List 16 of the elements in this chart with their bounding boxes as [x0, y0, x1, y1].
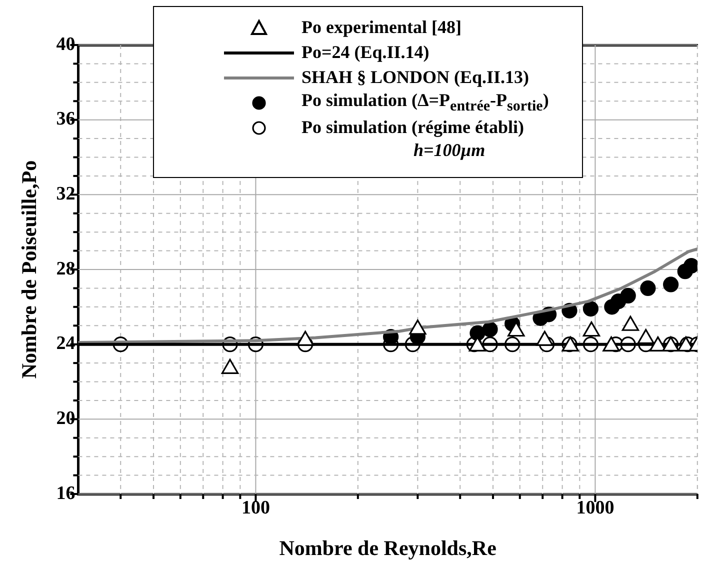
legend-label: SHAH § LONDON (Eq.II.13)	[302, 67, 530, 88]
annotation: h=100µm	[414, 140, 486, 162]
y-tick-label: 36	[56, 108, 76, 130]
legend-label: Po simulation (régime établi)	[302, 117, 524, 138]
legend-label: Po=24 (Eq.II.14)	[302, 42, 430, 63]
y-axis-title: Nombre de Poiseuille,Po	[17, 160, 42, 379]
y-tick-label: 24	[56, 333, 76, 354]
legend-label: Po simulation (Δ=P$_{entrée}$-P$_{sortie}$)	[302, 90, 549, 116]
y-tick-label: 32	[56, 184, 76, 205]
y-tick-label: 20	[56, 408, 76, 430]
y-tick-label: 40	[56, 34, 76, 55]
x-axis-title: Nombre de Reynolds,Re	[279, 536, 496, 560]
legend-label: Po experimental [48]	[302, 17, 462, 38]
x-tick-label: 1000	[576, 497, 614, 518]
x-tick-label: 100	[241, 497, 270, 518]
y-tick-label: 28	[56, 258, 76, 280]
